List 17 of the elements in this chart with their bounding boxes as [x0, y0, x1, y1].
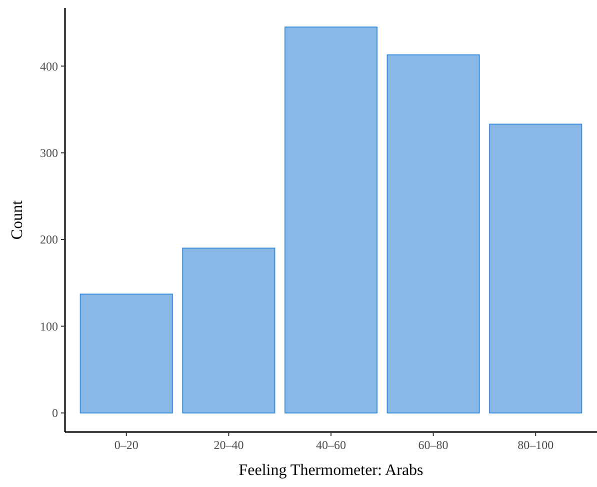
x-tick-label: 40–60: [316, 438, 346, 452]
y-axis-title: Count: [9, 200, 26, 240]
bar: [284, 26, 378, 414]
bar: [386, 54, 480, 414]
y-tick-label: 100: [40, 319, 58, 334]
x-tick-label: 20–40: [214, 438, 244, 452]
bar: [182, 248, 276, 414]
y-tick-label: 200: [40, 232, 58, 247]
x-tick-label: 60–80: [418, 438, 448, 452]
bar: [80, 294, 173, 414]
y-tick-label: 400: [40, 59, 58, 74]
x-tick-label: 0–20: [114, 438, 138, 452]
x-axis-title: Feeling Thermometer: Arabs: [238, 462, 424, 479]
y-tick-label: 300: [40, 146, 58, 160]
bar: [489, 124, 582, 414]
x-tick-label: 80–100: [518, 438, 554, 452]
y-tick-label: 0: [52, 406, 58, 420]
